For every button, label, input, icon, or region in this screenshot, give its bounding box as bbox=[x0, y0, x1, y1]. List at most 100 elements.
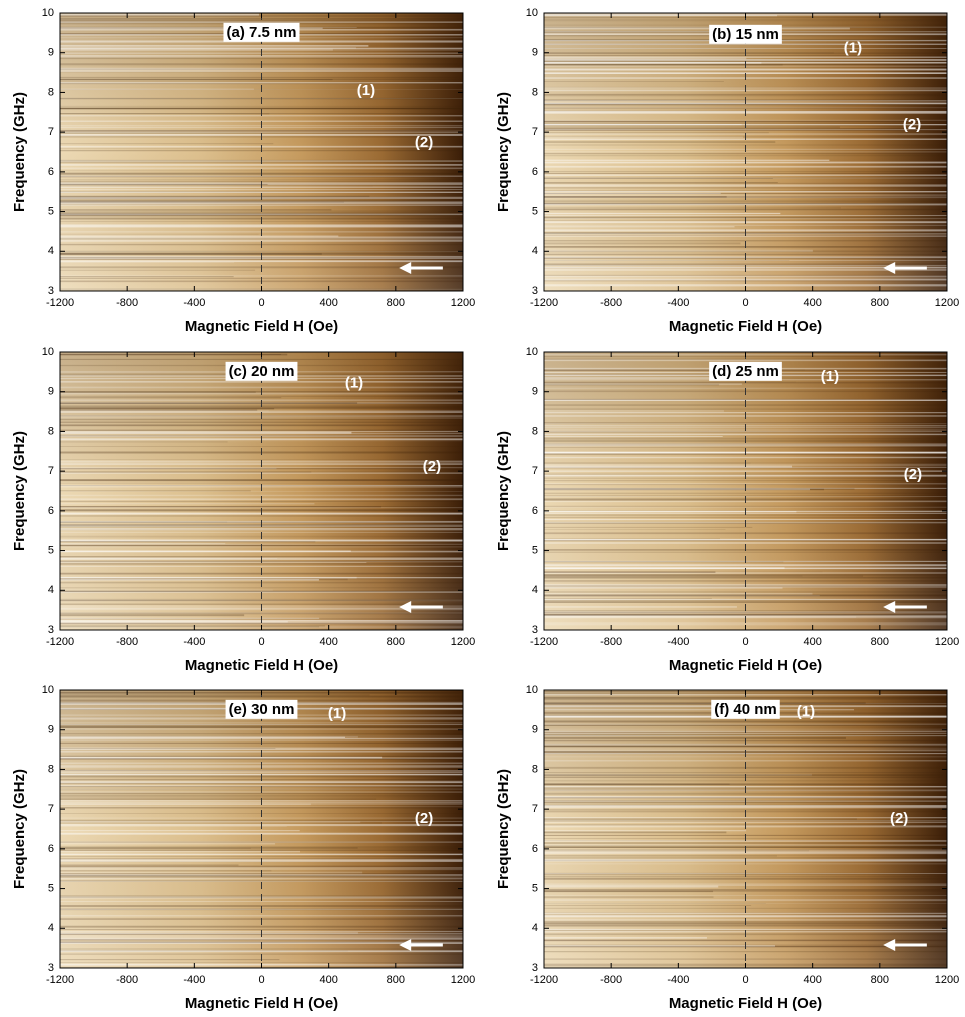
x-tick-label: 400 bbox=[803, 636, 821, 648]
x-tick-label: 1200 bbox=[935, 974, 959, 986]
x-tick-label: -800 bbox=[116, 974, 138, 986]
x-axis-label: Magnetic Field H (Oe) bbox=[185, 657, 338, 674]
y-tick-label: 7 bbox=[48, 465, 54, 477]
x-tick-label: 800 bbox=[387, 974, 405, 986]
panel: -1200 -800 -400 0 400 800 1200 3 4 5 6 7 8 9 10 Magneti… bbox=[11, 684, 475, 1012]
y-tick-label: 7 bbox=[48, 803, 54, 815]
x-tick-label: -800 bbox=[116, 636, 138, 648]
y-tick-label: 9 bbox=[48, 47, 54, 59]
y-tick-label: 3 bbox=[48, 962, 54, 974]
x-tick-label: 1200 bbox=[451, 636, 475, 648]
x-tick-label: -400 bbox=[667, 636, 689, 648]
y-tick-label: 6 bbox=[48, 505, 54, 517]
y-axis-label: Frequency (GHz) bbox=[495, 431, 512, 551]
x-tick-label: 0 bbox=[742, 636, 748, 648]
y-axis-label: Frequency (GHz) bbox=[495, 92, 512, 212]
x-tick-label: 1200 bbox=[935, 636, 959, 648]
x-tick-label: 800 bbox=[871, 297, 889, 309]
annotation: (2) bbox=[890, 810, 908, 827]
x-tick-label: 0 bbox=[742, 974, 748, 986]
y-tick-label: 4 bbox=[532, 245, 538, 257]
y-tick-label: 3 bbox=[532, 624, 538, 636]
y-axis-label: Frequency (GHz) bbox=[495, 769, 512, 889]
x-tick-label: 0 bbox=[258, 974, 264, 986]
y-tick-label: 7 bbox=[532, 465, 538, 477]
x-tick-label: -400 bbox=[667, 297, 689, 309]
x-tick-label: 800 bbox=[871, 974, 889, 986]
arrow-head bbox=[399, 938, 412, 951]
y-tick-label: 4 bbox=[532, 584, 538, 596]
title-box bbox=[711, 699, 780, 719]
panel-title: (b) 15 nm bbox=[712, 26, 779, 43]
x-axis-label: Magnetic Field H (Oe) bbox=[669, 318, 822, 335]
y-tick-label: 4 bbox=[532, 922, 538, 934]
annotation: (1) bbox=[345, 375, 363, 392]
annotation: (1) bbox=[844, 40, 862, 57]
title-box bbox=[225, 361, 298, 381]
y-tick-label: 9 bbox=[532, 724, 538, 736]
annotation: (2) bbox=[903, 116, 921, 133]
x-tick-label: -1200 bbox=[530, 636, 558, 648]
panel-title: (c) 20 nm bbox=[229, 363, 295, 380]
y-tick-label: 8 bbox=[532, 86, 538, 98]
y-axis-label: Frequency (GHz) bbox=[11, 431, 28, 551]
panel: -1200 -800 -400 0 400 800 1200 3 4 5 6 7 8 9 10 Magneti… bbox=[495, 684, 959, 1012]
arrow-head bbox=[399, 600, 412, 613]
y-tick-label: 5 bbox=[532, 882, 538, 894]
arrow-head bbox=[883, 600, 896, 613]
panel-title: (a) 7.5 nm bbox=[226, 24, 296, 41]
x-tick-label: 400 bbox=[319, 297, 337, 309]
x-tick-label: 800 bbox=[387, 297, 405, 309]
panel: -1200 -800 -400 0 400 800 1200 3 4 5 6 7 8 9 10 Magneti… bbox=[11, 7, 475, 335]
x-tick-label: -800 bbox=[116, 297, 138, 309]
annotation: (2) bbox=[904, 466, 922, 483]
y-tick-label: 10 bbox=[42, 684, 54, 696]
x-tick-label: 1200 bbox=[935, 297, 959, 309]
annotation: (2) bbox=[415, 810, 433, 827]
y-tick-label: 4 bbox=[48, 922, 54, 934]
y-tick-label: 5 bbox=[532, 205, 538, 217]
x-tick-label: 800 bbox=[387, 636, 405, 648]
x-tick-label: -1200 bbox=[530, 297, 558, 309]
annotation: (1) bbox=[821, 368, 839, 385]
x-tick-label: 400 bbox=[803, 297, 821, 309]
x-tick-label: -400 bbox=[183, 297, 205, 309]
x-tick-label: 0 bbox=[258, 297, 264, 309]
x-tick-label: 400 bbox=[319, 974, 337, 986]
y-tick-label: 3 bbox=[532, 962, 538, 974]
y-tick-label: 6 bbox=[532, 843, 538, 855]
y-tick-label: 5 bbox=[48, 882, 54, 894]
title-box bbox=[225, 699, 298, 719]
y-tick-label: 4 bbox=[48, 584, 54, 596]
y-tick-label: 9 bbox=[532, 386, 538, 398]
panel-title: (d) 25 nm bbox=[712, 363, 779, 380]
y-tick-label: 8 bbox=[532, 425, 538, 437]
y-tick-label: 3 bbox=[532, 285, 538, 297]
y-tick-label: 10 bbox=[526, 346, 538, 358]
arrow-head bbox=[883, 938, 896, 951]
x-tick-label: -800 bbox=[600, 974, 622, 986]
y-tick-label: 7 bbox=[532, 803, 538, 815]
x-tick-label: -1200 bbox=[530, 974, 558, 986]
y-tick-label: 3 bbox=[48, 624, 54, 636]
y-tick-label: 8 bbox=[532, 763, 538, 775]
title-box bbox=[709, 24, 782, 44]
y-tick-label: 9 bbox=[48, 386, 54, 398]
y-tick-label: 10 bbox=[42, 7, 54, 19]
y-tick-label: 8 bbox=[48, 763, 54, 775]
title-box bbox=[709, 361, 782, 381]
arrow-head bbox=[399, 261, 412, 274]
x-tick-label: -1200 bbox=[46, 297, 74, 309]
panel: -1200 -800 -400 0 400 800 1200 3 4 5 6 7 8 9 10 Magneti… bbox=[495, 346, 959, 674]
y-tick-label: 9 bbox=[532, 47, 538, 59]
y-tick-label: 6 bbox=[48, 166, 54, 178]
x-tick-label: 0 bbox=[742, 297, 748, 309]
y-tick-label: 6 bbox=[532, 166, 538, 178]
x-axis-label: Magnetic Field H (Oe) bbox=[669, 995, 822, 1012]
x-tick-label: -400 bbox=[667, 974, 689, 986]
y-tick-label: 10 bbox=[526, 7, 538, 19]
x-tick-label: -800 bbox=[600, 636, 622, 648]
y-tick-label: 3 bbox=[48, 285, 54, 297]
y-axis-label: Frequency (GHz) bbox=[11, 92, 28, 212]
